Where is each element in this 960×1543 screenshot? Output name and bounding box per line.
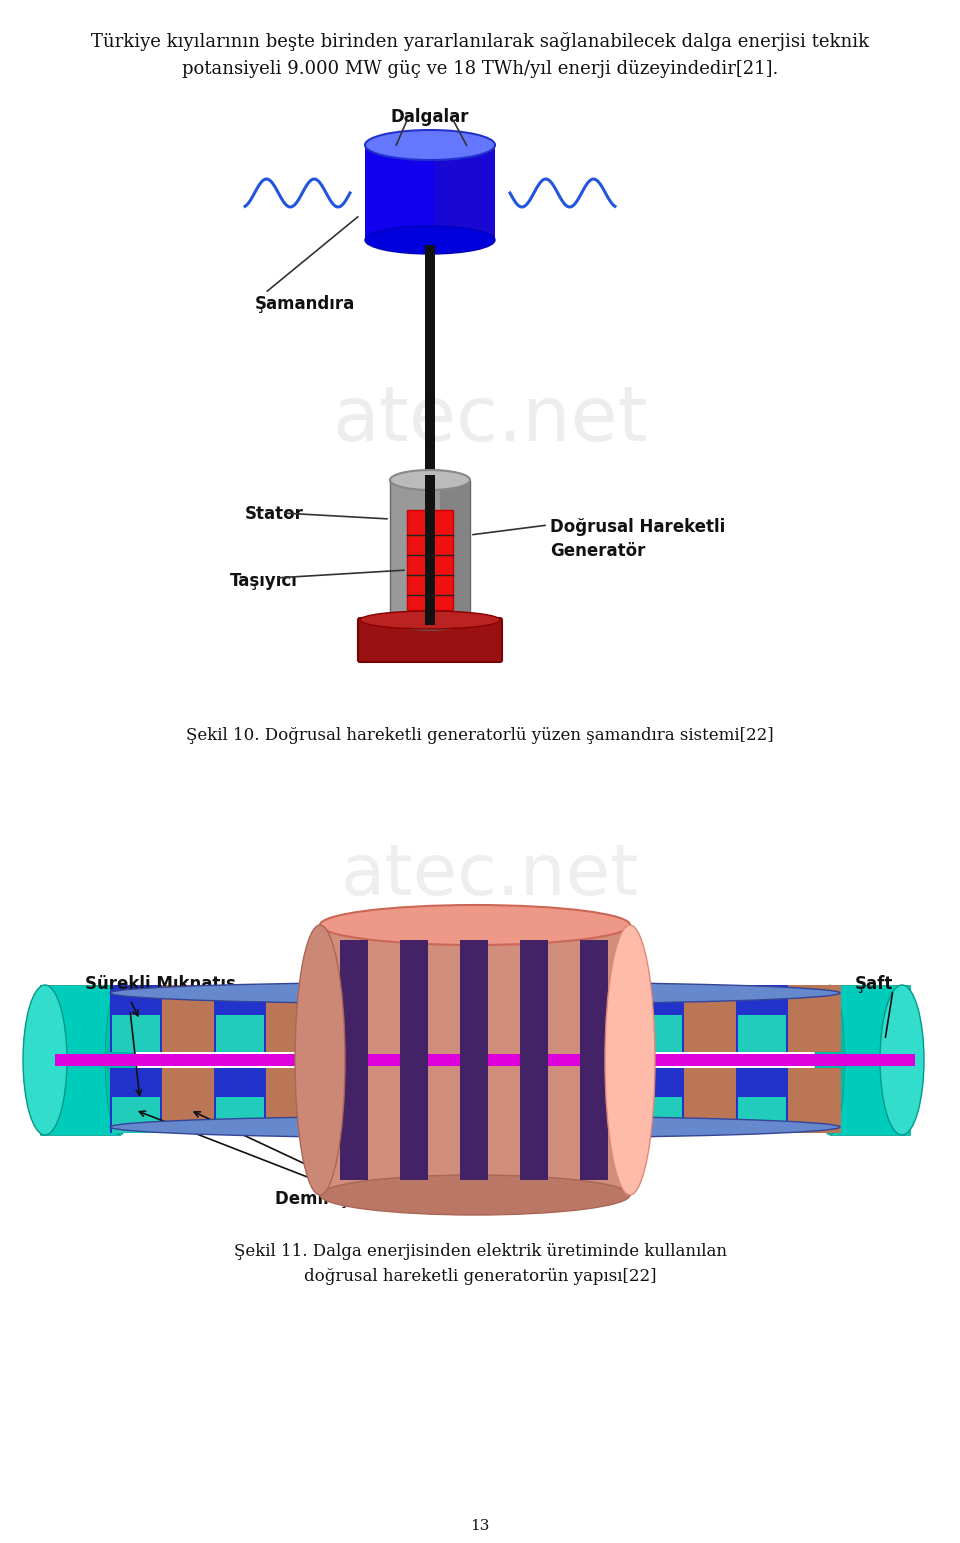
Bar: [520, 940, 548, 1180]
Text: Şaft: Şaft: [855, 975, 894, 994]
Text: Sürekli Mıknatıs: Sürekli Mıknatıs: [85, 975, 236, 994]
Ellipse shape: [880, 984, 924, 1136]
Text: atec.net: atec.net: [341, 841, 639, 909]
Bar: [788, 1068, 841, 1133]
Text: Demir Çekirdek: Demir Çekirdek: [275, 1190, 420, 1208]
Bar: [579, 984, 632, 1052]
Text: Stator: Stator: [245, 505, 304, 523]
Bar: [320, 924, 630, 1194]
Bar: [634, 1015, 682, 1052]
Ellipse shape: [365, 225, 495, 255]
Bar: [162, 1068, 215, 1133]
Bar: [737, 1015, 786, 1052]
Bar: [55, 1054, 915, 1066]
Bar: [112, 1015, 160, 1052]
Bar: [267, 984, 319, 1052]
Bar: [580, 940, 608, 1180]
Ellipse shape: [110, 1116, 840, 1139]
Ellipse shape: [320, 906, 630, 944]
Bar: [529, 1097, 577, 1133]
Text: Doğrusal Hareketli
Generatör: Doğrusal Hareketli Generatör: [550, 518, 725, 560]
Bar: [527, 1068, 580, 1133]
Bar: [425, 1097, 473, 1133]
Bar: [425, 1015, 473, 1052]
Ellipse shape: [390, 471, 470, 491]
Bar: [440, 480, 470, 620]
Bar: [112, 1097, 160, 1133]
Bar: [371, 1068, 423, 1133]
Bar: [425, 245, 435, 512]
Bar: [400, 940, 428, 1180]
Bar: [527, 984, 580, 1052]
Bar: [634, 1097, 682, 1133]
Bar: [110, 1068, 162, 1133]
Text: Taşıyıcı: Taşıyıcı: [230, 572, 298, 589]
Bar: [162, 984, 215, 1052]
Bar: [214, 1068, 267, 1133]
Bar: [632, 984, 684, 1052]
Bar: [788, 984, 841, 1052]
Ellipse shape: [365, 130, 495, 160]
Bar: [320, 924, 630, 1194]
Ellipse shape: [390, 609, 470, 630]
Bar: [475, 1068, 528, 1133]
Bar: [422, 1068, 475, 1133]
Text: Dalgalar: Dalgalar: [391, 108, 469, 127]
Bar: [407, 511, 453, 609]
Bar: [435, 145, 495, 241]
Bar: [475, 984, 528, 1052]
Bar: [40, 984, 120, 1136]
Ellipse shape: [295, 924, 345, 1194]
Bar: [460, 940, 488, 1180]
Bar: [579, 1068, 632, 1133]
Bar: [390, 480, 470, 620]
Bar: [684, 984, 736, 1052]
Bar: [319, 984, 372, 1052]
Bar: [321, 1097, 369, 1133]
Ellipse shape: [815, 984, 845, 1136]
Text: Şekil 11. Dalga enerjisinden elektrik üretiminde kullanılan: Şekil 11. Dalga enerjisinden elektrik ür…: [233, 1244, 727, 1261]
Bar: [735, 1068, 788, 1133]
Bar: [321, 1015, 369, 1052]
Ellipse shape: [110, 981, 840, 1004]
Text: doğrusal hareketli generatorün yapısı[22]: doğrusal hareketli generatorün yapısı[22…: [303, 1268, 657, 1285]
Bar: [216, 1097, 264, 1133]
Bar: [830, 984, 910, 1136]
Bar: [737, 1097, 786, 1133]
Ellipse shape: [320, 1176, 630, 1214]
Bar: [214, 984, 267, 1052]
Text: atec.net: atec.net: [332, 383, 648, 457]
Text: 13: 13: [470, 1518, 490, 1534]
Ellipse shape: [105, 984, 135, 1136]
Bar: [735, 984, 788, 1052]
Bar: [340, 940, 368, 1180]
Bar: [110, 984, 162, 1052]
Bar: [684, 1068, 736, 1133]
Text: Sargılar: Sargılar: [495, 920, 569, 938]
Ellipse shape: [360, 611, 500, 630]
Bar: [319, 1068, 372, 1133]
Bar: [529, 1015, 577, 1052]
Bar: [371, 984, 423, 1052]
Ellipse shape: [23, 984, 67, 1136]
Text: potansiyeli 9.000 MW güç ve 18 TWh/yıl enerji düzeyindedir[21].: potansiyeli 9.000 MW güç ve 18 TWh/yıl e…: [181, 60, 779, 79]
Ellipse shape: [605, 924, 655, 1194]
Bar: [216, 1015, 264, 1052]
Text: Türkiye kıyılarının beşte birinden yararlanılarak sağlanabilecek dalga enerjisi : Türkiye kıyılarının beşte birinden yarar…: [91, 32, 869, 51]
Bar: [267, 1068, 319, 1133]
Bar: [632, 1068, 684, 1133]
FancyBboxPatch shape: [358, 619, 502, 662]
Text: Şekil 10. Doğrusal hareketli generatorlü yüzen şamandıra sistemi[22]: Şekil 10. Doğrusal hareketli generatorlü…: [186, 727, 774, 744]
Bar: [365, 145, 495, 241]
Text: Demir
Çekirdek: Demir Çekirdek: [344, 920, 426, 960]
Text: Şamandıra: Şamandıra: [255, 295, 355, 313]
Bar: [425, 475, 435, 625]
Bar: [422, 984, 475, 1052]
